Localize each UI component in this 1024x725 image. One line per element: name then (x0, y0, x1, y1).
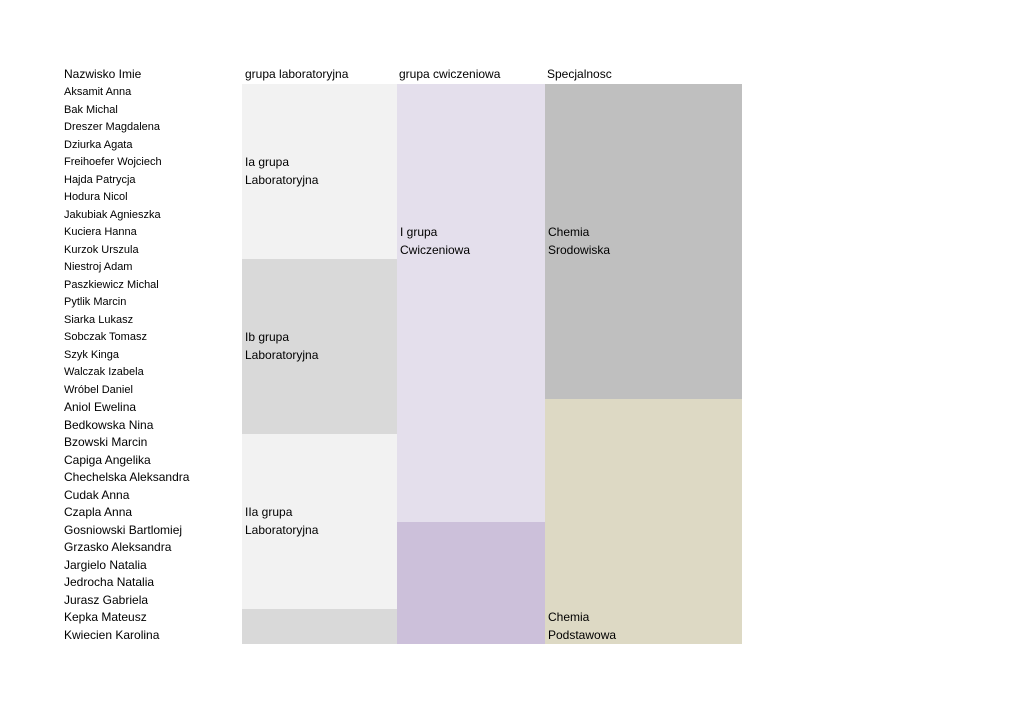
student-name: Jedrocha Natalia (64, 575, 155, 589)
student-name: Bak Michal (64, 103, 118, 116)
lab-group-block: Ib grupa Laboratoryjna (242, 259, 397, 434)
student-name: Szyk Kinga (64, 348, 120, 361)
lab-group-block-label: Ia grupa Laboratoryjna (245, 155, 319, 187)
specialization-block: Chemia Srodowiska (545, 84, 742, 399)
student-name: Cudak Anna (64, 487, 130, 502)
header-name: Nazwisko Imie (64, 67, 142, 81)
student-name: Dreszer Magdalena (64, 121, 160, 133)
student-name: Jargielo Natalia (64, 557, 147, 572)
student-name: Czapla Anna (64, 505, 133, 519)
student-name: Jakubiak Agnieszka (64, 208, 161, 221)
student-name: Chechelska Aleksandra (64, 470, 190, 484)
student-name: Freihoefer Wojciech (64, 156, 162, 168)
header-lab-group: grupa laboratoryjna (245, 67, 349, 81)
student-name: Grzasko Aleksandra (64, 540, 172, 554)
student-name: Capiga Angelika (64, 452, 151, 467)
student-name: Bzowski Marcin (64, 435, 148, 449)
student-name: Pytlik Marcin (64, 296, 127, 308)
exercise-group-block (397, 521, 545, 644)
exercise-group-block-label: I grupa Cwiczeniowa (400, 225, 471, 257)
header-specialization: Specjalnosc (547, 67, 612, 81)
student-name: Dziurka Agata (64, 138, 133, 151)
lab-group-block: Ia grupa Laboratoryjna (242, 84, 397, 259)
lab-group-block (242, 609, 397, 644)
lab-group-block: IIa grupa Laboratoryjna (242, 434, 397, 609)
student-name: Kuciera Hanna (64, 226, 137, 238)
student-name: Paszkiewicz Michal (64, 278, 159, 291)
header-exercise-group: grupa cwiczeniowa (399, 67, 501, 81)
student-name: Kurzok Urszula (64, 243, 139, 256)
student-name: Kwiecien Karolina (64, 627, 160, 642)
specialization-block-label: Chemia Podstawowa (548, 610, 617, 642)
lab-group-block-label: IIa grupa Laboratoryjna (245, 505, 319, 537)
student-name: Hajda Patrycja (64, 173, 136, 186)
student-name: Hodura Nicol (64, 191, 128, 203)
student-name: Gosniowski Bartlomiej (64, 522, 183, 537)
student-name: Jurasz Gabriela (64, 592, 149, 607)
specialization-block-label: Chemia Srodowiska (548, 225, 611, 257)
student-name: Sobczak Tomasz (64, 331, 147, 343)
lab-group-block-label: Ib grupa Laboratoryjna (245, 330, 319, 362)
student-name: Niestroj Adam (64, 261, 133, 273)
student-name: Wróbel Daniel (64, 383, 133, 396)
student-name: Walczak Izabela (64, 366, 144, 378)
exercise-group-block: I grupa Cwiczeniowa (397, 84, 545, 522)
student-name: Bedkowska Nina (64, 417, 154, 432)
specialization-block: Chemia Podstawowa (545, 399, 742, 644)
student-name: Aksamit Anna (64, 86, 132, 98)
student-name: Aniol Ewelina (64, 400, 137, 414)
student-name: Siarka Lukasz (64, 313, 134, 326)
student-name: Kepka Mateusz (64, 610, 147, 624)
